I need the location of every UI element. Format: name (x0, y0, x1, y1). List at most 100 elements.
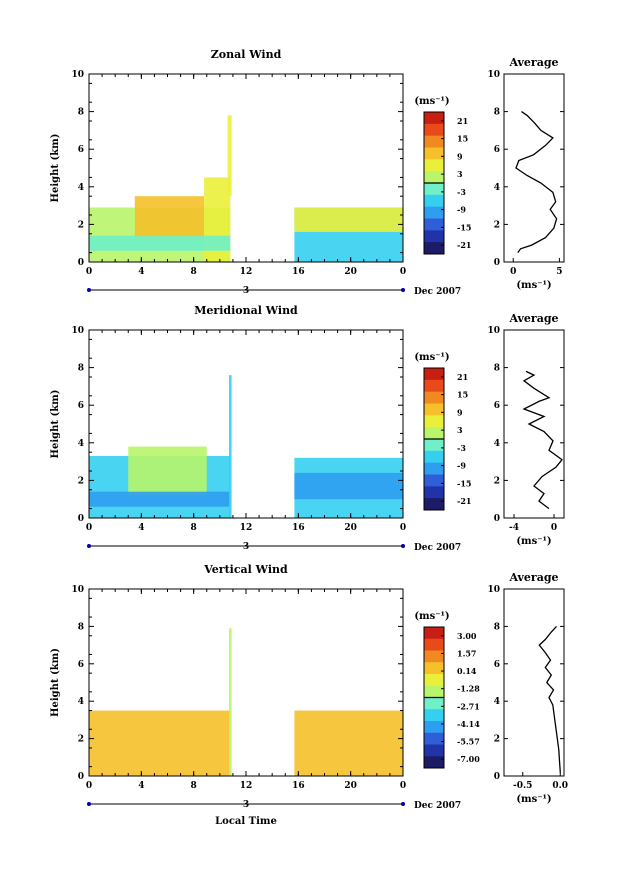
average-frame (503, 588, 565, 777)
avg-x-tick-label: 0 (510, 267, 516, 277)
avg-x-tick-label: 0.0 (552, 781, 568, 791)
colorbar-unit: (ms⁻¹) (414, 611, 449, 622)
avg-y-tick-label: 0 (494, 772, 500, 782)
colorbar-tick-label: 15 (457, 134, 468, 144)
colorbar-segment (424, 439, 444, 452)
avg-y-tick-label: 0 (494, 258, 500, 268)
colorbar-tick-label: -15 (457, 478, 471, 488)
x-tick-label: 12 (240, 267, 253, 277)
x-tick-label: 12 (240, 781, 253, 791)
y-tick-label: 4 (78, 439, 84, 449)
x-tick-label: 0 (86, 523, 92, 533)
average-profile-line (538, 625, 561, 773)
date-label: Dec 2007 (414, 287, 461, 297)
colorbar-segment (424, 171, 444, 184)
data-block-2 (128, 446, 207, 496)
avg-unit-label: (ms⁻¹) (516, 280, 551, 291)
colorbar-segment (424, 123, 444, 137)
y-tick-label: 0 (78, 772, 84, 782)
colorbar-segment (424, 206, 444, 219)
x-tick-label: 4 (138, 523, 144, 533)
y-tick-label: 0 (78, 514, 84, 524)
x-tick-label: 4 (138, 781, 144, 791)
colorbar-tick-label: 3 (457, 425, 463, 435)
avg-unit-label: (ms⁻¹) (516, 536, 551, 547)
avg-y-tick-label: 6 (494, 145, 500, 155)
colorbar-segment (424, 674, 444, 687)
date-bar-end (401, 544, 405, 548)
colorbar-segment (424, 638, 444, 651)
colorbar-segment (424, 462, 444, 475)
colorbar-segment (424, 685, 444, 698)
y-axis-label: Height (km) (50, 390, 61, 459)
colorbar-segment (424, 474, 444, 487)
colorbar-tick-label: -5.57 (457, 737, 480, 747)
colorbar-segment (424, 697, 444, 710)
y-axis-label: Height (km) (50, 134, 61, 203)
avg-y-tick-label: 8 (494, 364, 500, 374)
average-profile-line (515, 111, 558, 253)
data-block-4 (89, 235, 231, 251)
y-tick-label: 10 (71, 585, 84, 595)
avg-x-tick-label: 5 (556, 267, 562, 277)
colorbar-segment (424, 183, 444, 196)
colorbar-tick-label: -4.14 (457, 719, 480, 729)
x-tick-label: 20 (344, 523, 357, 533)
y-tick-label: 2 (78, 220, 84, 230)
chart-title: Zonal Wind (211, 48, 282, 61)
colorbar-segment (424, 427, 444, 440)
avg-y-tick-label: 10 (487, 326, 500, 336)
avg-y-tick-label: 8 (494, 622, 500, 632)
date-bar-end (401, 288, 405, 292)
x-axis-label: Local Time (215, 816, 277, 827)
avg-y-tick-label: 2 (494, 220, 500, 230)
colorbar-tick-label: -1.28 (457, 684, 480, 694)
average-title: Average (508, 312, 558, 325)
date-bar-start (87, 288, 91, 292)
y-tick-label: 10 (71, 326, 84, 336)
date-bar-end (401, 802, 405, 806)
chart-title: Vertical Wind (203, 563, 288, 576)
x-tick-label: 4 (138, 267, 144, 277)
colorbar-segment (424, 379, 444, 393)
x-tick-label: 0 (400, 267, 406, 277)
y-tick-label: 10 (71, 70, 84, 80)
data-block-1 (89, 710, 231, 776)
x-tick-label: 16 (292, 781, 305, 791)
x-tick-label: 16 (292, 267, 305, 277)
colorbar-segment (424, 732, 444, 745)
date-day-label: 3 (243, 800, 249, 810)
colorbar-tick-label: 1.57 (457, 648, 476, 658)
colorbar-segment (424, 135, 444, 148)
x-tick-label: 8 (191, 523, 197, 533)
colorbar-tick-label: -9 (457, 205, 466, 215)
avg-y-tick-label: 6 (494, 401, 500, 411)
colorbar-segment (424, 159, 444, 172)
avg-y-tick-label: 6 (494, 660, 500, 670)
y-tick-label: 4 (78, 697, 84, 707)
avg-y-tick-label: 0 (494, 514, 500, 524)
avg-y-tick-label: 10 (487, 70, 500, 80)
colorbar-segment (424, 194, 444, 208)
colorbar-unit: (ms⁻¹) (414, 96, 449, 107)
colorbar-segment (424, 147, 444, 160)
avg-x-tick-label: -0.5 (513, 781, 532, 791)
colorbar-tick-label: 3.00 (457, 631, 477, 641)
colorbar-tick-label: -3 (457, 187, 466, 197)
colorbar-tick-label: -7.00 (457, 754, 480, 764)
avg-y-tick-label: 10 (487, 585, 500, 595)
colorbar-segment (424, 415, 444, 428)
data-block-4 (228, 375, 232, 518)
colorbar-segment (424, 756, 444, 769)
colorbar-segment (424, 498, 444, 511)
avg-x-tick-label: -4 (509, 523, 519, 533)
avg-y-tick-label: 2 (494, 476, 500, 486)
colorbar-segment (424, 218, 444, 231)
avg-y-tick-label: 8 (494, 108, 500, 118)
colorbar-tick-label: -9 (457, 461, 466, 471)
y-tick-label: 8 (78, 364, 84, 374)
colorbar-tick-label: -15 (457, 222, 471, 232)
